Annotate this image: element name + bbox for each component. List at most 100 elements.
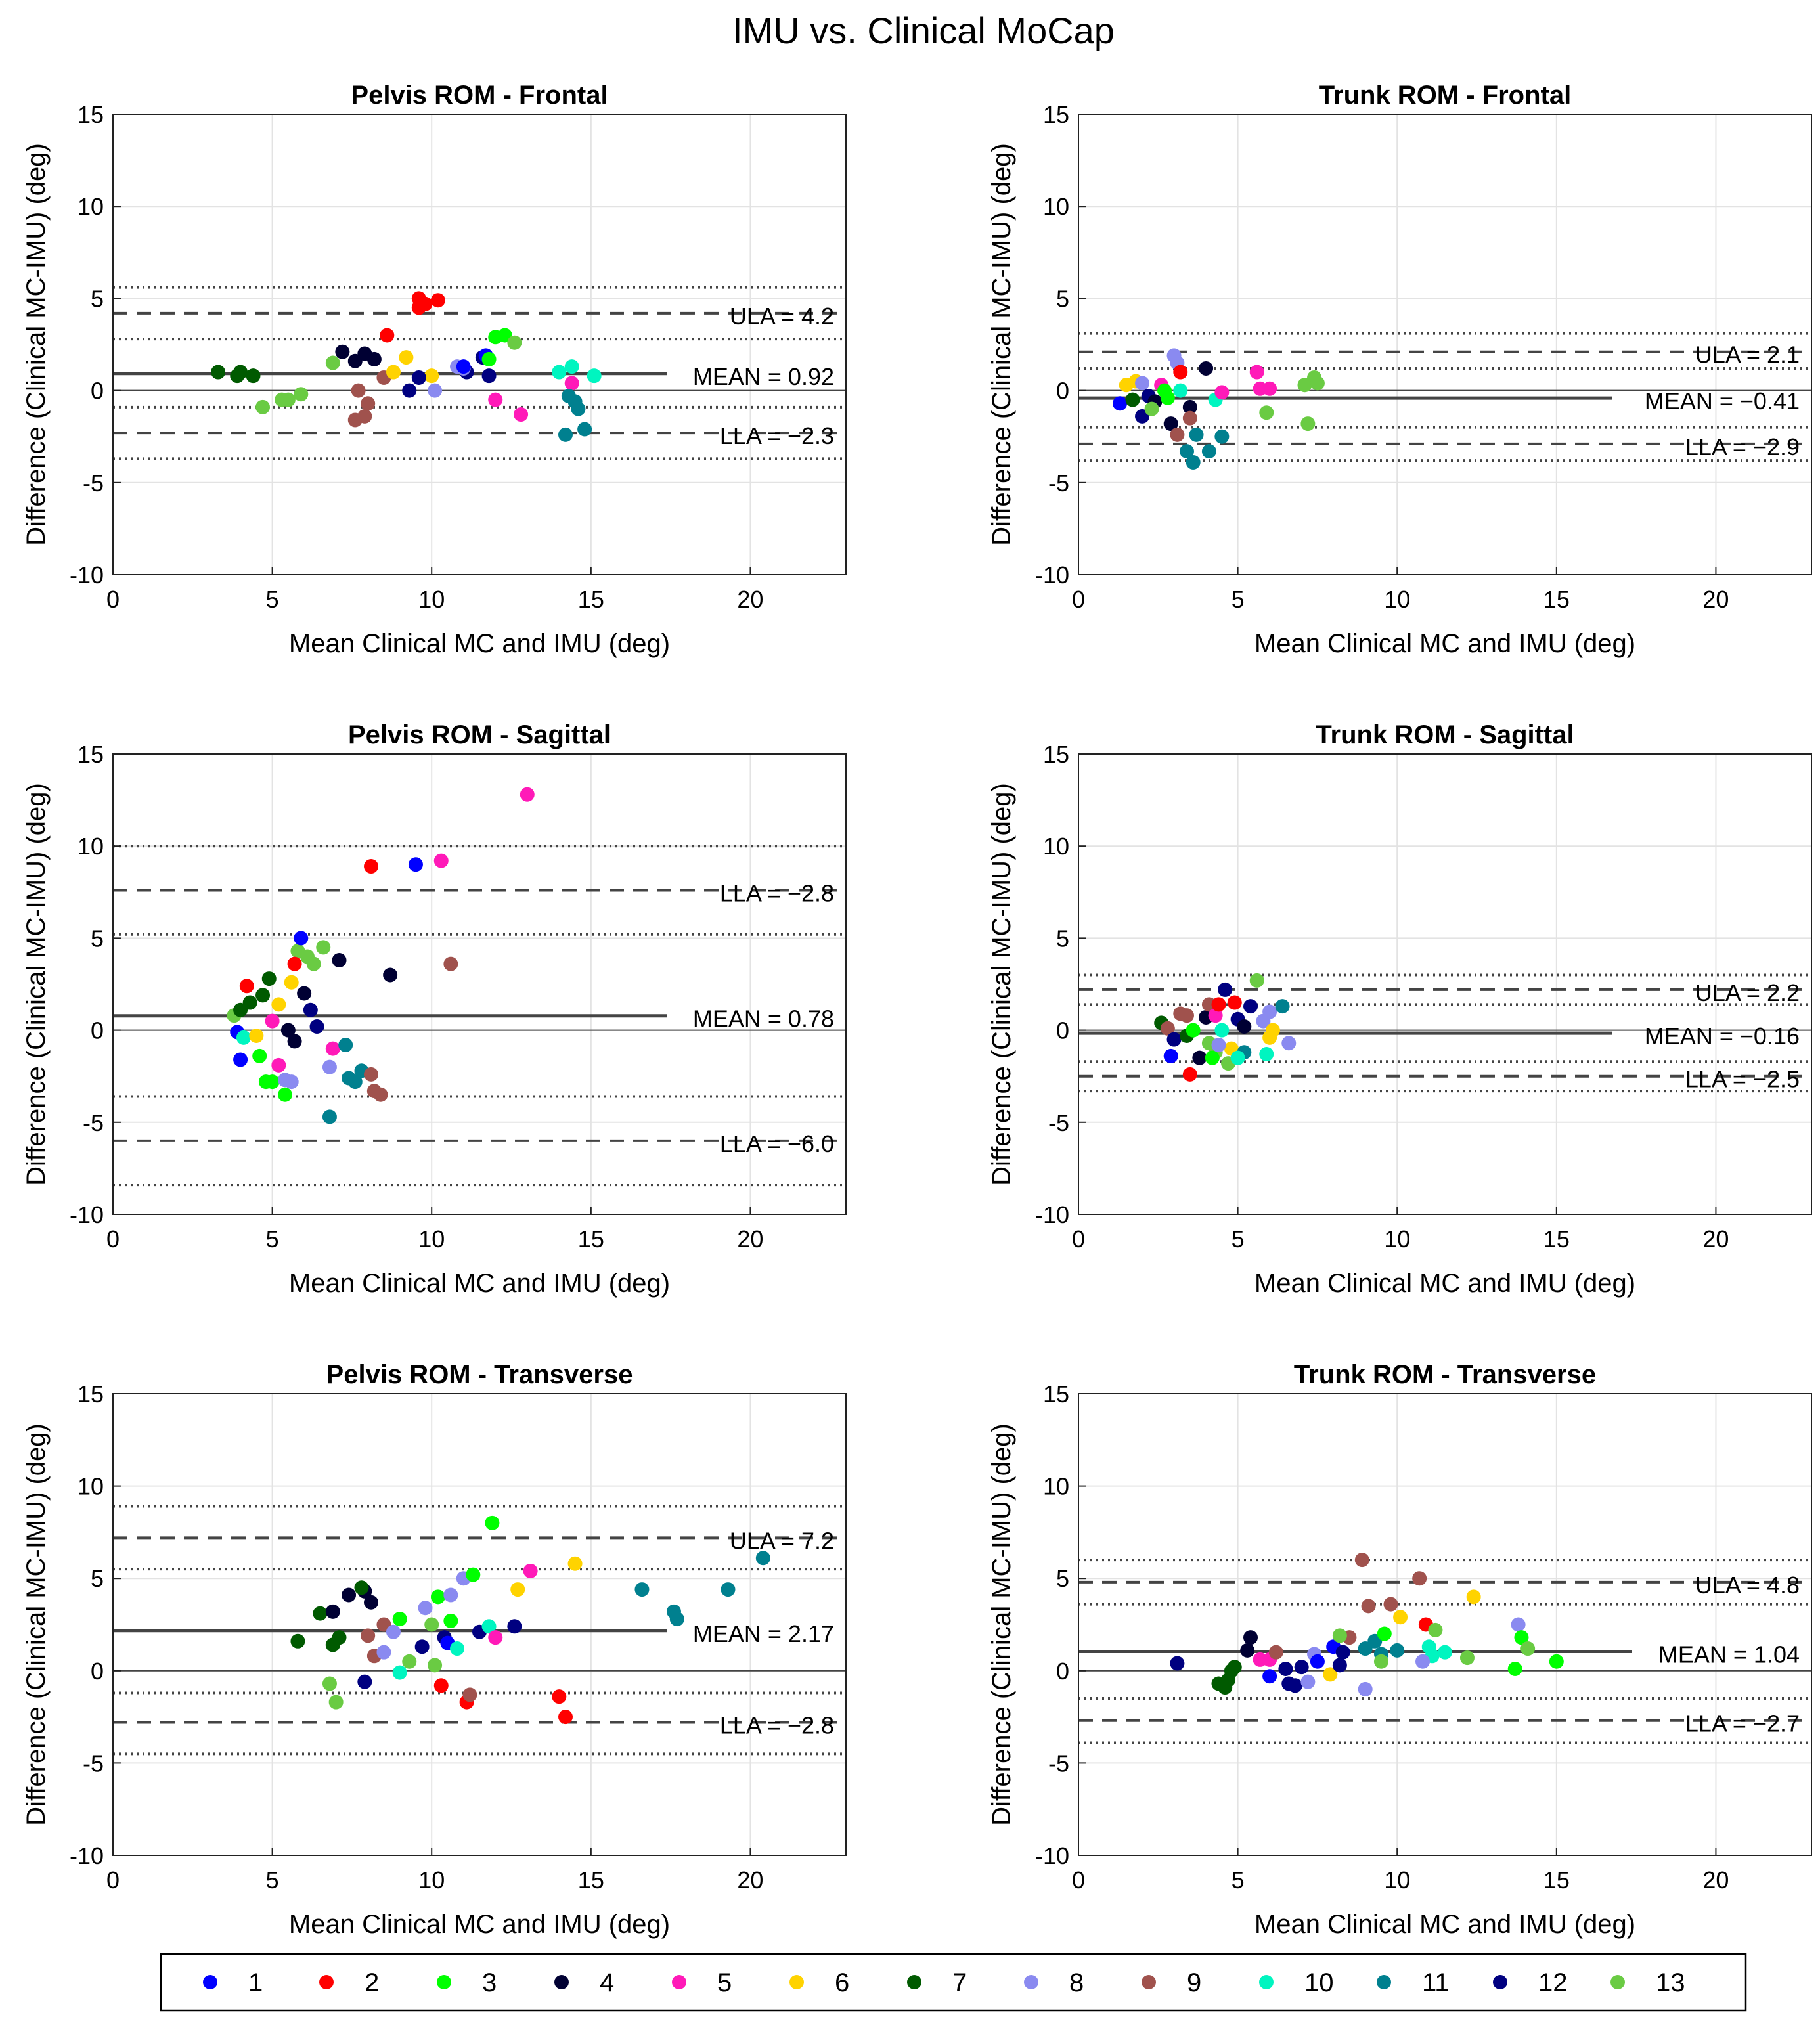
data-point-subject-7 (354, 1580, 369, 1595)
y-tick-label: 10 (78, 1473, 104, 1500)
y-tick-label: 10 (78, 193, 104, 220)
x-tick-label: 10 (1384, 1867, 1410, 1894)
panel-title: Pelvis ROM - Transverse (326, 1360, 633, 1389)
legend-label-10: 10 (1304, 1968, 1334, 1997)
y-tick-label: 5 (91, 925, 104, 952)
data-point-subject-10 (1259, 1047, 1274, 1062)
data-point-subject-4 (1237, 1019, 1252, 1034)
axes-frame (112, 114, 847, 575)
mean-label: MEAN = 1.04 (1658, 1641, 1800, 1668)
data-point-subject-4 (364, 1595, 379, 1610)
data-point-subject-5 (488, 1630, 503, 1645)
data-point-subject-6 (284, 975, 299, 990)
data-point-subject-4 (335, 344, 350, 359)
data-point-subject-12 (309, 1019, 324, 1034)
legend-marker-13 (1610, 1975, 1625, 1989)
data-point-subject-13 (322, 1676, 337, 1691)
data-point-subject-2 (430, 293, 445, 308)
y-axis-label: Difference (Clinical MC-IMU) (deg) (22, 783, 51, 1185)
data-point-subject-8 (284, 1074, 299, 1090)
legend-label-3: 3 (482, 1968, 497, 1997)
data-point-subject-13 (306, 956, 321, 971)
data-point-subject-9 (1179, 1008, 1194, 1023)
data-point-subject-11 (1179, 444, 1194, 459)
y-tick-label: 5 (91, 1565, 104, 1592)
data-point-subject-4 (1192, 1050, 1207, 1065)
data-point-subject-10 (236, 1030, 251, 1045)
x-tick-label: 5 (1232, 586, 1245, 613)
data-point-subject-2 (1211, 997, 1226, 1012)
y-tick-label: 0 (1056, 378, 1069, 405)
data-point-subject-13 (1459, 1650, 1475, 1666)
x-tick-label: 15 (578, 1867, 604, 1894)
legend-marker-1 (203, 1975, 217, 1989)
data-point-subject-4 (280, 1023, 296, 1038)
data-point-subject-12 (357, 1674, 372, 1689)
data-point-subject-3 (278, 1087, 293, 1102)
data-point-subject-12 (1287, 1678, 1302, 1693)
panel-title: Trunk ROM - Transverse (1294, 1360, 1596, 1389)
x-tick-label: 0 (106, 1867, 120, 1894)
data-point-subject-1 (1262, 1669, 1277, 1684)
x-tick-label: 5 (266, 1226, 279, 1252)
legend-box (160, 1953, 1747, 2012)
data-point-subject-13 (280, 392, 296, 407)
data-point-subject-11 (577, 422, 592, 437)
data-point-subject-11 (338, 1038, 353, 1053)
x-tick-label: 20 (1702, 586, 1729, 613)
mean-label: MEAN = −0.16 (1645, 1023, 1800, 1050)
y-tick-label: -5 (1048, 1750, 1069, 1777)
data-point-subject-12 (507, 1619, 522, 1634)
y-tick-label: 0 (1056, 1658, 1069, 1685)
data-point-subject-11 (571, 401, 586, 416)
data-point-subject-11 (721, 1582, 736, 1597)
plot-area (113, 1394, 846, 1855)
plot-area (1078, 114, 1811, 575)
data-point-subject-9 (443, 956, 458, 971)
data-point-subject-13 (316, 940, 331, 955)
y-tick-label: -10 (70, 1842, 104, 1869)
lla-label: LLA = −6.0 (720, 1130, 834, 1157)
legend-label-2: 2 (365, 1968, 379, 1997)
panel-title: Trunk ROM - Sagittal (1316, 720, 1574, 749)
data-point-subject-7 (246, 368, 261, 384)
y-tick-label: 10 (78, 833, 104, 860)
x-tick-label: 0 (1072, 1226, 1085, 1252)
ula-label: ULA = 4.2 (730, 303, 834, 330)
data-point-subject-13 (1332, 1628, 1347, 1643)
data-point-subject-11 (558, 427, 573, 442)
data-point-subject-1 (1163, 1048, 1178, 1063)
data-point-subject-8 (428, 383, 443, 398)
data-point-subject-10 (1230, 1050, 1245, 1065)
x-tick-label: 10 (418, 586, 445, 613)
data-point-subject-5 (514, 407, 529, 422)
data-point-subject-3 (466, 1567, 481, 1582)
data-point-subject-6 (424, 368, 439, 384)
data-point-subject-11 (634, 1582, 650, 1597)
data-point-subject-11 (1186, 454, 1201, 470)
data-point-subject-3 (1514, 1630, 1529, 1645)
data-point-subject-4 (1240, 1643, 1255, 1658)
data-point-subject-1 (1310, 1654, 1325, 1669)
legend-marker-8 (1024, 1975, 1038, 1989)
panel-1: ULA = 4.2 MEAN = 0.92 LLA = −2.3 0 5 10 15 20 -1… (22, 81, 847, 658)
data-point-subject-10 (564, 359, 579, 374)
data-point-subject-8 (443, 1587, 458, 1603)
data-point-subject-5 (271, 1057, 286, 1073)
data-point-subject-4 (366, 351, 382, 366)
data-point-subject-9 (361, 1628, 376, 1643)
data-point-subject-1 (294, 931, 309, 946)
ula-label: ULA = 2.1 (1695, 342, 1800, 368)
data-point-subject-9 (1361, 1599, 1376, 1614)
y-tick-label: 0 (91, 378, 104, 405)
data-point-subject-9 (462, 1687, 477, 1702)
legend-label-13: 13 (1656, 1968, 1685, 1997)
data-point-subject-7 (242, 995, 257, 1010)
y-axis-label: Difference (Clinical MC-IMU) (deg) (22, 143, 51, 546)
y-tick-label: -10 (70, 562, 104, 588)
x-axis-label: Mean Clinical MC and IMU (deg) (289, 629, 670, 658)
data-point-subject-8 (1358, 1681, 1373, 1696)
lla-label: LLA = −2.9 (1685, 433, 1800, 460)
data-point-subject-5 (1214, 385, 1230, 400)
y-tick-label: -5 (83, 1109, 104, 1136)
